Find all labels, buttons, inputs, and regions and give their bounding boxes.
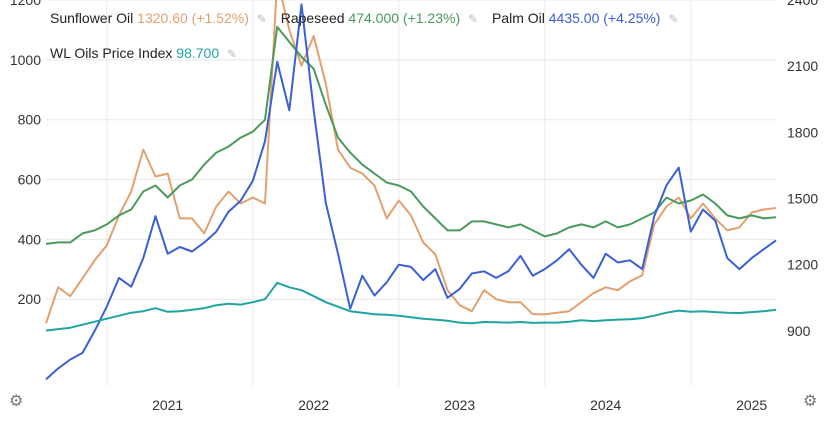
series-line-wl-oils-price-index [45,281,777,332]
series-line-palm-oil [45,3,777,381]
y-left-tick-label: 200 [18,291,42,307]
legend-value-palm: 4435.00 [548,10,600,26]
legend-row-2: WL Oils Price Index 98.700 ✎ [50,45,247,61]
y-left-tick-label: 600 [18,172,42,188]
y-right-tick-label: 1200 [787,257,818,273]
legend-change-sunflower: (+1.52%) [191,10,249,26]
y-left-tick-label: 1000 [10,52,41,68]
x-tick-label: 2023 [444,397,475,413]
x-tick-label: 2021 [152,397,183,413]
x-tick-label: 2024 [590,397,621,413]
legend-value-sunflower: 1320.60 [137,10,188,26]
legend-item-index[interactable]: WL Oils Price Index 98.700 ✎ [50,45,237,61]
x-tick-label: 2022 [298,397,329,413]
y-right-tick-label: 1800 [787,124,818,140]
pencil-icon[interactable]: ✎ [668,12,679,26]
legend-value-index: 98.700 [176,45,220,61]
gear-icon[interactable]: ⚙ [9,393,24,410]
legend-name-palm: Palm Oil [491,10,545,26]
y-right-tick-label: 900 [787,323,811,339]
legend-item-sunflower[interactable]: Sunflower Oil 1320.60 (+1.52%) ✎ [50,10,267,26]
series-line-sunflower-oil [45,0,777,324]
x-tick-label: 2025 [736,397,767,413]
y-right-tick-label: 1500 [787,191,818,207]
legend-name-sunflower: Sunflower Oil [50,10,134,26]
series-line-rapeseed [45,25,777,245]
y-left-tick-label: 400 [18,231,42,247]
legend-item-palm[interactable]: Palm Oil 4435.00 (+4.25%) ✎ [492,10,678,26]
pencil-icon[interactable]: ✎ [468,12,479,26]
y-left-tick-label: 1200 [10,0,41,8]
pencil-icon[interactable]: ✎ [256,12,267,26]
legend-change-palm: (+4.25%) [603,10,661,26]
legend-item-rapeseed[interactable]: Rapeseed 474.000 (+1.23%) ✎ [281,10,478,26]
y-right-tick-label: 2100 [787,58,818,74]
legend-name-rapeseed: Rapeseed [280,10,345,26]
legend-change-rapeseed: (+1.23%) [402,10,461,26]
gear-icon[interactable]: ⚙ [803,393,818,410]
y-right-tick-label: 2400 [787,0,818,8]
legend-value-rapeseed: 474.000 [348,10,400,26]
legend-name-index: WL Oils Price Index [50,45,173,61]
y-left-tick-label: 800 [18,112,42,128]
legend-row-1: Sunflower Oil 1320.60 (+1.52%) ✎ Rapesee… [50,10,688,26]
pencil-icon[interactable]: ✎ [227,47,238,61]
